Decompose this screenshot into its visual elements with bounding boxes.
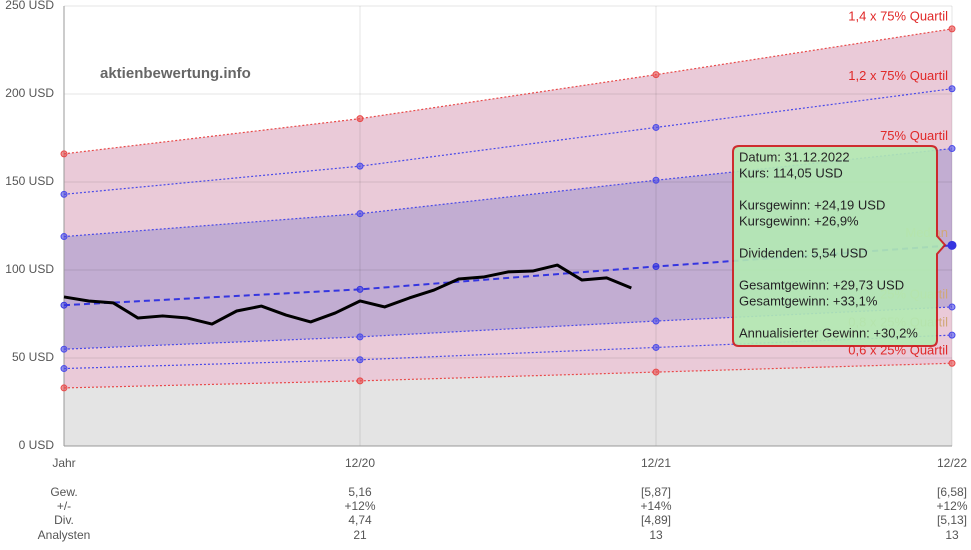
inner-band xyxy=(64,148,952,350)
table-row-label: Div. xyxy=(54,513,74,527)
point xyxy=(356,210,364,218)
point xyxy=(652,176,660,184)
point xyxy=(356,285,364,293)
x-tick-label: Jahr xyxy=(52,456,75,470)
tooltip-box xyxy=(732,145,947,347)
point xyxy=(948,145,956,153)
x-tick-label: 12/22 xyxy=(937,456,967,470)
y-tick-label: 200 USD xyxy=(5,86,54,100)
table-cell: +12% xyxy=(936,499,967,513)
watermark: aktienbewertung.info xyxy=(100,65,251,82)
table-cell: +12% xyxy=(344,499,375,513)
point xyxy=(60,233,68,241)
point xyxy=(356,377,364,385)
y-tick-label: 0 USD xyxy=(19,438,55,452)
point xyxy=(60,365,68,373)
table-row-label: Gew. xyxy=(50,485,77,499)
table-cell: 5,16 xyxy=(348,485,372,499)
point xyxy=(948,359,956,367)
table-cell: 4,74 xyxy=(348,513,372,527)
x-tick-label: 12/20 xyxy=(345,456,375,470)
series-label: 75% Quartil xyxy=(880,128,948,143)
point xyxy=(652,343,660,351)
series-label: 1,4 x 75% Quartil xyxy=(848,8,948,23)
point xyxy=(60,301,68,309)
point xyxy=(652,123,660,131)
series-line xyxy=(63,362,953,389)
table-row-label: Analysten xyxy=(38,528,91,542)
tooltip-line: Dividenden: 5,54 USD xyxy=(739,245,868,260)
tooltip-line: Datum: 31.12.2022 xyxy=(739,149,850,164)
point xyxy=(356,115,364,123)
point xyxy=(356,162,364,170)
point xyxy=(60,384,68,392)
tooltip-line: Kurs: 114,05 USD xyxy=(739,165,843,180)
tooltip-line: Gesamtgewinn: +33,1% xyxy=(739,293,878,308)
series-label: 1,2 x 75% Quartil xyxy=(848,68,948,83)
point xyxy=(60,190,68,198)
point xyxy=(356,333,364,341)
point xyxy=(652,317,660,325)
series-line xyxy=(63,88,953,195)
point xyxy=(948,85,956,93)
point xyxy=(60,345,68,353)
table-cell: [6,58] xyxy=(937,485,967,499)
point xyxy=(947,240,957,250)
tooltip-line: Gesamtgewinn: +29,73 USD xyxy=(739,277,904,292)
tooltip-line: Kursgewinn: +26,9% xyxy=(739,213,859,228)
point xyxy=(652,262,660,270)
price-line xyxy=(63,263,632,326)
tooltip-line: Kursgewinn: +24,19 USD xyxy=(739,197,885,212)
series-line xyxy=(63,28,953,155)
x-tick-label: 12/21 xyxy=(641,456,671,470)
point xyxy=(948,331,956,339)
table-cell: +14% xyxy=(640,499,671,513)
point xyxy=(356,356,364,364)
tooltip-line: Annualisierter Gewinn: +30,2% xyxy=(739,325,918,340)
series-line xyxy=(63,147,953,238)
table-cell: 21 xyxy=(353,528,367,542)
y-tick-label: 100 USD xyxy=(5,262,54,276)
y-tick-label: 50 USD xyxy=(12,350,54,364)
table-cell: [5,13] xyxy=(937,513,967,527)
table-cell: [4,89] xyxy=(641,513,671,527)
point xyxy=(652,71,660,79)
table-row-label: +/- xyxy=(57,499,71,513)
table-cell: 13 xyxy=(649,528,663,542)
y-tick-label: 150 USD xyxy=(5,174,54,188)
table-cell: [5,87] xyxy=(641,485,671,499)
point xyxy=(60,150,68,158)
point xyxy=(948,303,956,311)
y-tick-label: 250 USD xyxy=(5,0,54,12)
table-cell: 13 xyxy=(945,528,959,542)
low-area xyxy=(64,363,952,446)
point xyxy=(948,25,956,33)
point xyxy=(652,368,660,376)
